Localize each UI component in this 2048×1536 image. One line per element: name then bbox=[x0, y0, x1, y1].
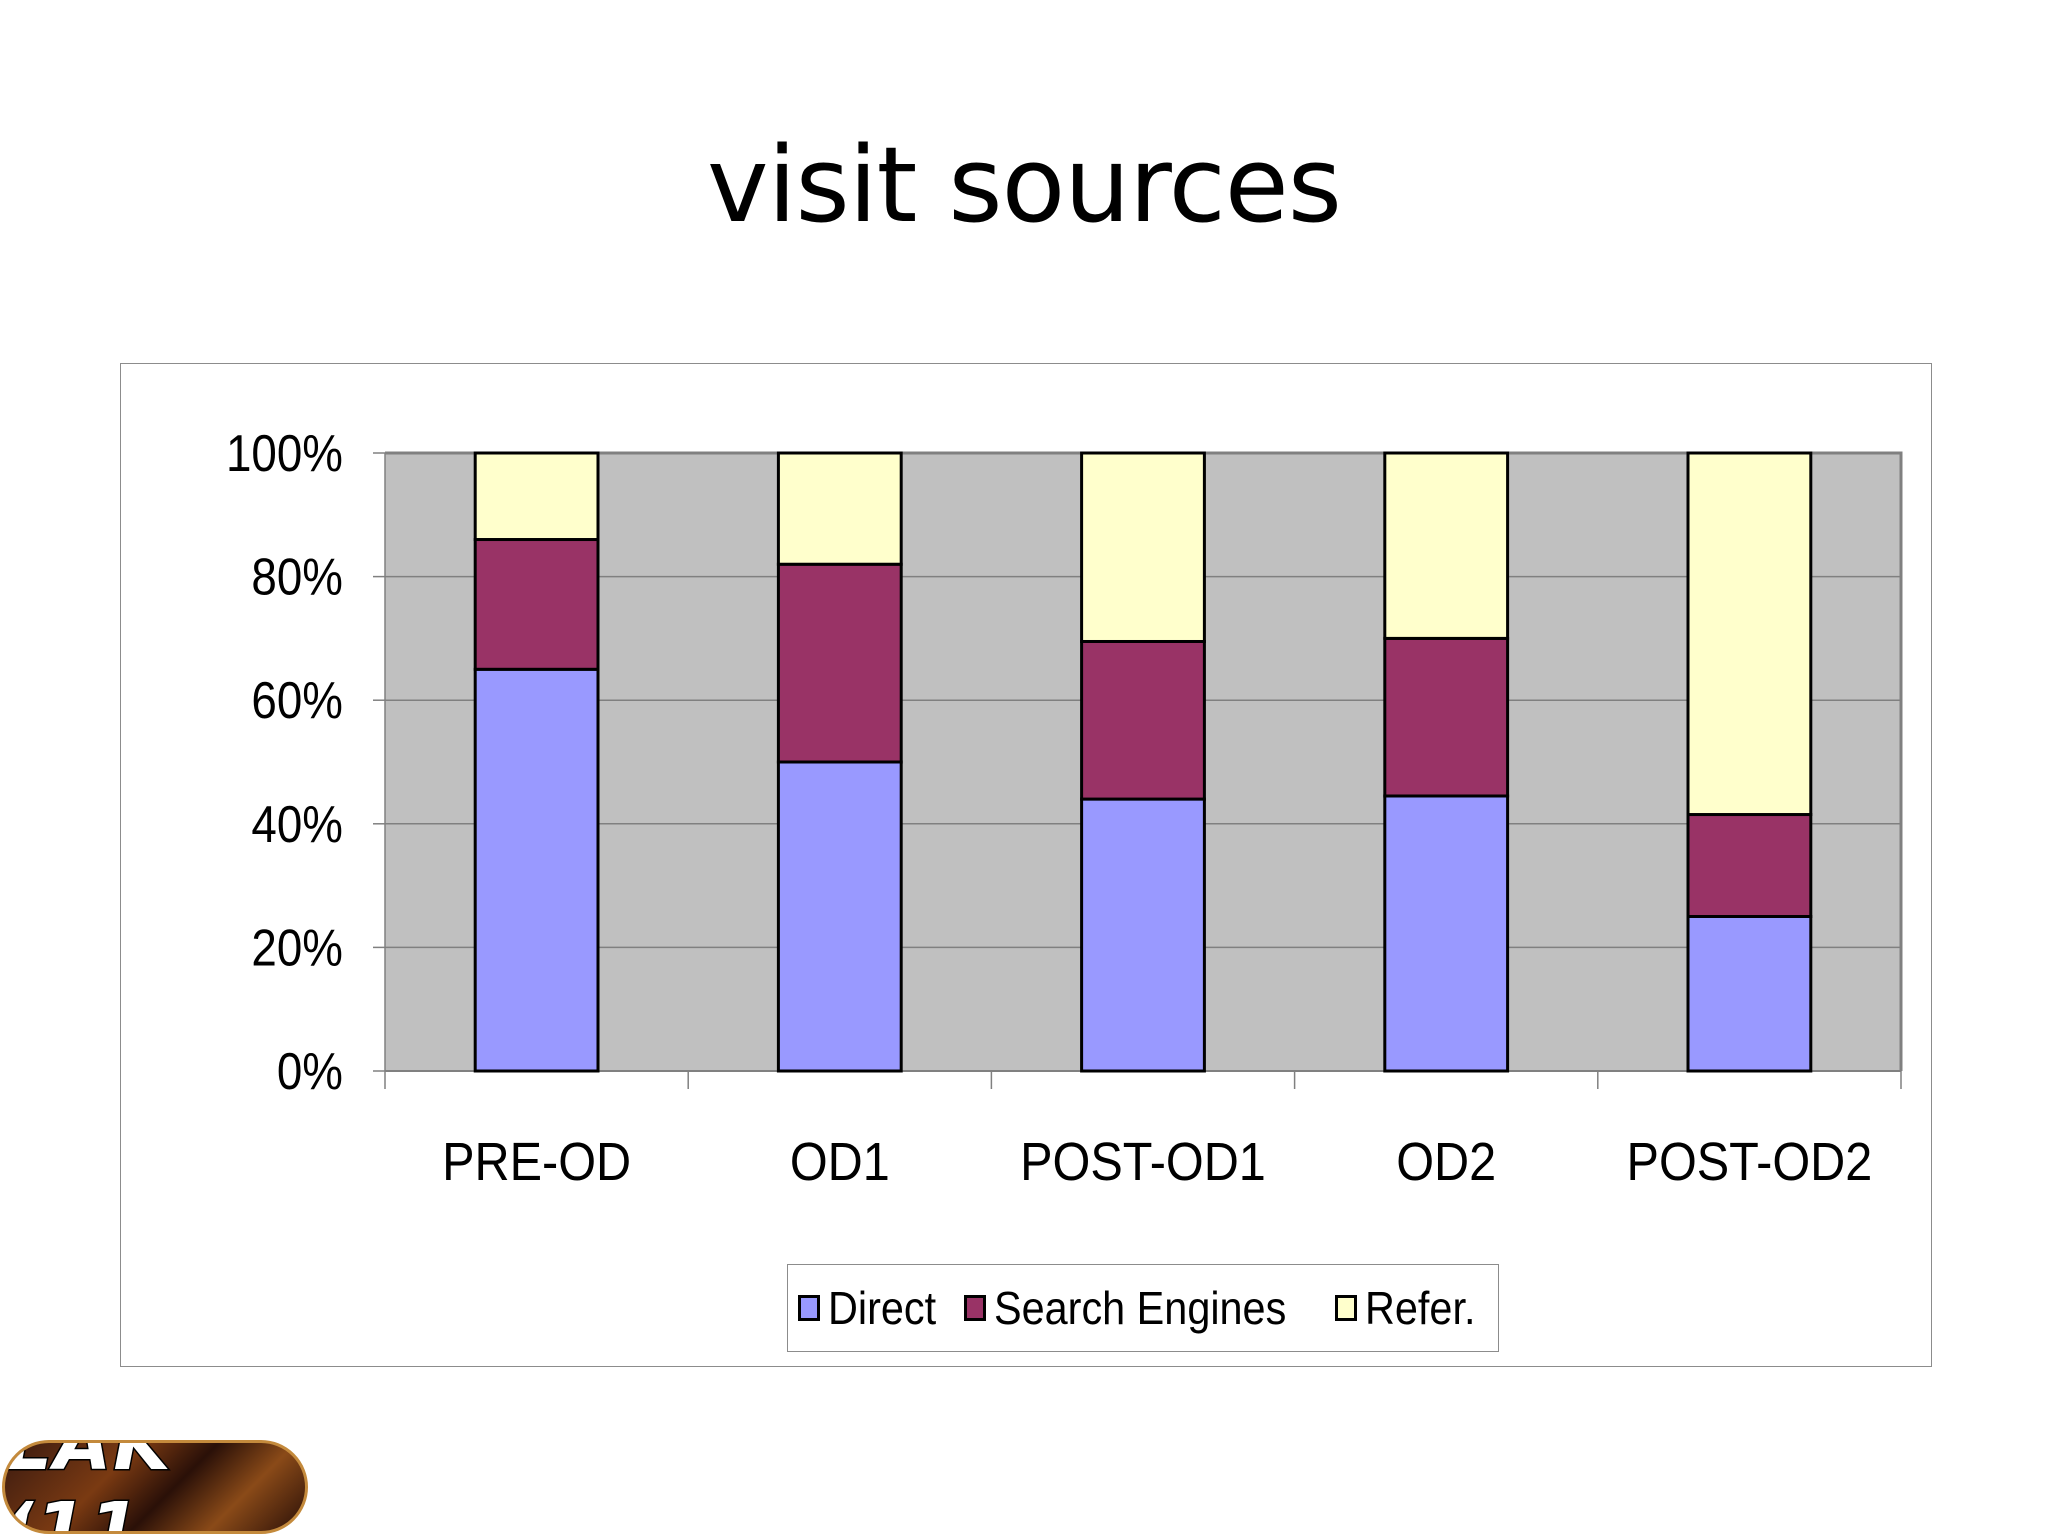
legend-swatch-search-engines bbox=[964, 1295, 987, 1321]
y-tick-label: 20% bbox=[251, 920, 343, 977]
legend-label-search-engines: Search Engines bbox=[994, 1282, 1287, 1334]
slide-title: visit sources bbox=[707, 124, 1342, 246]
bar-direct-post-od1 bbox=[1080, 797, 1206, 1073]
bar-search-engines-od2 bbox=[1383, 636, 1510, 798]
bar-search-engines-od1 bbox=[776, 562, 903, 764]
y-tick-label: 80% bbox=[251, 549, 343, 606]
x-tick-label: PRE-OD bbox=[442, 1131, 631, 1192]
y-tick-label: 40% bbox=[251, 796, 343, 853]
chart-legend: Direct Search Engines Refer. bbox=[787, 1264, 1499, 1352]
bar-search-engines-post-od2 bbox=[1686, 813, 1813, 918]
bar-refer-od1 bbox=[776, 451, 903, 566]
bar-refer-post-od2 bbox=[1686, 451, 1813, 817]
bar-refer-post-od1 bbox=[1080, 451, 1206, 643]
bar-direct-pre-od bbox=[473, 667, 600, 1073]
y-tick-label: 100% bbox=[226, 425, 343, 482]
logo-text: LAK ‘11 bbox=[5, 1440, 173, 1534]
legend-swatch-refer bbox=[1335, 1295, 1358, 1321]
legend-swatch-direct bbox=[798, 1295, 821, 1321]
legend-label-direct: Direct bbox=[828, 1282, 937, 1334]
bar-refer-pre-od bbox=[473, 451, 600, 542]
y-tick-label: 0% bbox=[277, 1043, 343, 1100]
x-tick-label: POST-OD1 bbox=[1020, 1131, 1266, 1192]
x-tick-label: OD2 bbox=[1396, 1131, 1496, 1192]
legend-item-search-engines: Search Engines bbox=[964, 1281, 1319, 1335]
legend-item-refer: Refer. bbox=[1335, 1281, 1488, 1335]
bar-direct-od1 bbox=[776, 760, 903, 1073]
chart-area: 0% 20% 40% 60% 80% 100% PRE-OD OD1 POST-OD1 OD2 PO… bbox=[120, 363, 1932, 1367]
bar-direct-od2 bbox=[1383, 794, 1510, 1073]
stacked-bar-chart: 0% 20% 40% 60% 80% 100% PRE-OD OD1 POST-OD1 OD2 PO… bbox=[226, 425, 1903, 1192]
legend-item-direct: Direct bbox=[798, 1281, 948, 1335]
bar-search-engines-post-od1 bbox=[1080, 639, 1206, 801]
legend-label-refer: Refer. bbox=[1365, 1282, 1476, 1334]
bar-search-engines-pre-od bbox=[473, 538, 600, 671]
y-tick-label: 60% bbox=[251, 673, 343, 730]
x-tick-label: POST-OD2 bbox=[1627, 1131, 1873, 1192]
lak-logo: LAK ‘11 bbox=[2, 1440, 308, 1534]
x-tick-label: OD1 bbox=[790, 1131, 890, 1192]
bar-direct-post-od2 bbox=[1686, 915, 1813, 1073]
bar-refer-od2 bbox=[1383, 451, 1510, 640]
